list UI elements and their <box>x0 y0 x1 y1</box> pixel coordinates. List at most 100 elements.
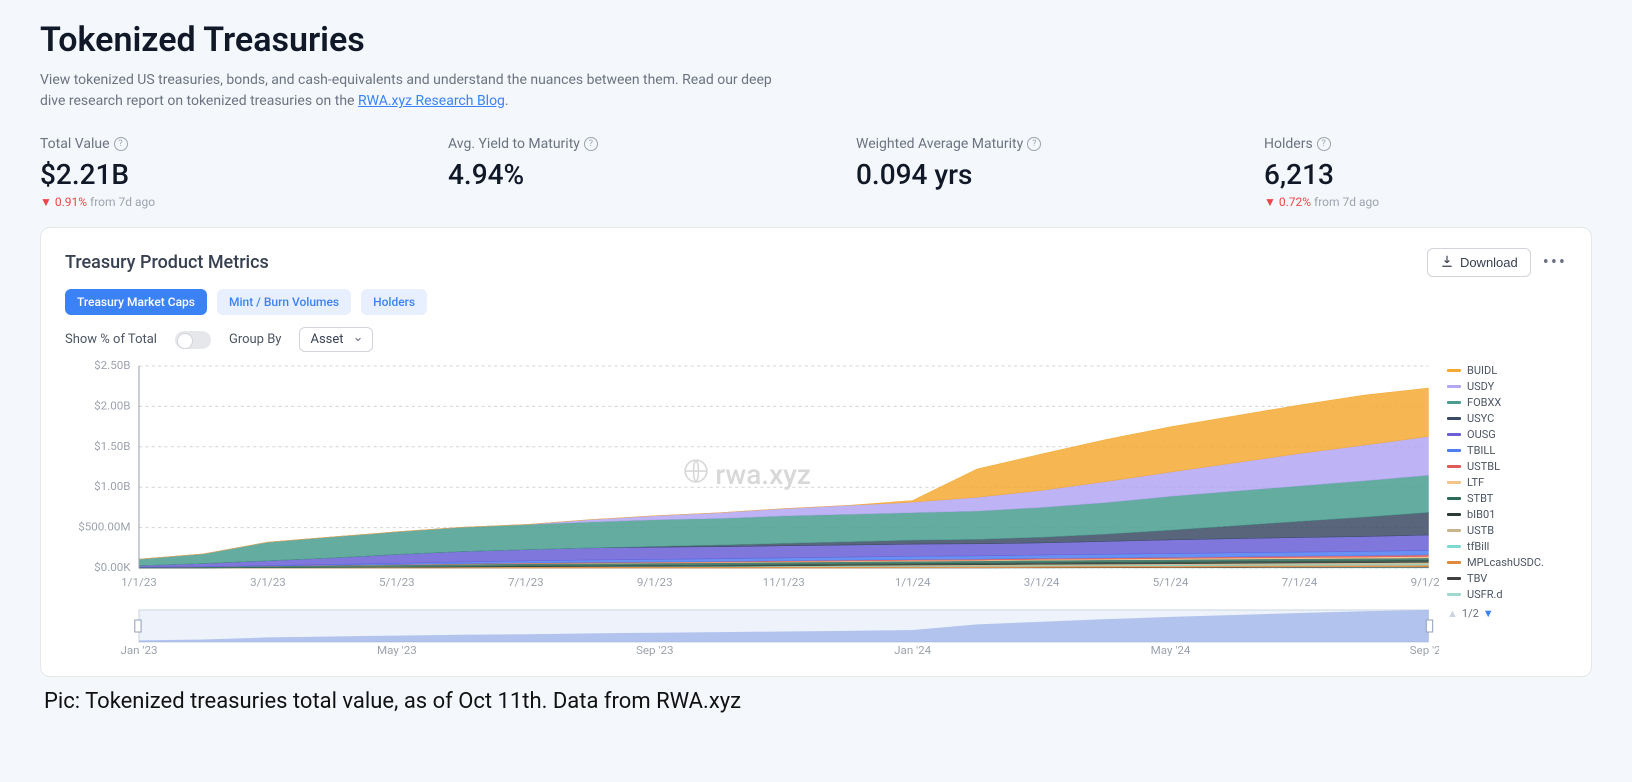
legend-swatch <box>1447 385 1461 388</box>
info-icon[interactable]: ? <box>584 137 598 151</box>
download-icon <box>1440 254 1454 271</box>
tab-0[interactable]: Treasury Market Caps <box>65 289 207 315</box>
legend-item[interactable]: LTF <box>1447 476 1567 489</box>
legend-item[interactable]: tfBill <box>1447 540 1567 553</box>
legend-label: STBT <box>1467 492 1493 505</box>
research-blog-link[interactable]: RWA.xyz Research Blog <box>358 93 505 109</box>
chart-controls: Show % of Total Group By Asset <box>65 327 1567 352</box>
legend-label: tfBill <box>1467 540 1489 553</box>
legend-swatch <box>1447 369 1461 372</box>
metric-value: $2.21B <box>40 158 368 191</box>
image-caption: Pic: Tokenized treasuries total value, a… <box>40 689 1592 714</box>
svg-text:11/1/23: 11/1/23 <box>763 576 805 589</box>
legend-swatch <box>1447 577 1461 580</box>
svg-text:1/1/23: 1/1/23 <box>121 576 157 589</box>
svg-text:9/1/24: 9/1/24 <box>1411 576 1439 589</box>
legend-label: USTBL <box>1467 460 1500 473</box>
legend-label: USFR.d <box>1467 588 1503 601</box>
svg-text:Jan '23: Jan '23 <box>120 644 157 656</box>
page-subtitle: View tokenized US treasuries, bonds, and… <box>40 70 780 112</box>
metric-1: Avg. Yield to Maturity ? 4.94% <box>448 136 776 209</box>
legend-label: USDY <box>1467 380 1494 393</box>
metric-label: Total Value ? <box>40 136 368 152</box>
legend-label: FOBXX <box>1467 396 1501 409</box>
legend-item[interactable]: USTBL <box>1447 460 1567 473</box>
more-menu-button[interactable]: ••• <box>1543 252 1567 273</box>
svg-text:$0.00K: $0.00K <box>94 561 131 574</box>
globe-icon <box>683 458 709 491</box>
legend-label: MPLcashUSDC. <box>1467 556 1544 569</box>
legend-label: OUSG <box>1467 428 1496 441</box>
svg-text:$1.50B: $1.50B <box>94 440 130 453</box>
legend-label: TBILL <box>1467 444 1495 457</box>
chart-watermark: rwa.xyz <box>683 458 811 491</box>
groupby-select[interactable]: Asset <box>299 327 372 352</box>
legend-swatch <box>1447 433 1461 436</box>
metrics-card: Treasury Product Metrics Download ••• Tr… <box>40 227 1592 677</box>
legend-item[interactable]: FOBXX <box>1447 396 1567 409</box>
tab-1[interactable]: Mint / Burn Volumes <box>217 289 351 315</box>
legend-item[interactable]: USDY <box>1447 380 1567 393</box>
svg-text:May '23: May '23 <box>377 644 417 656</box>
svg-text:9/1/23: 9/1/23 <box>637 576 673 589</box>
legend-item[interactable]: USFR.d <box>1447 588 1567 601</box>
svg-text:Sep '23: Sep '23 <box>636 644 674 656</box>
legend-item[interactable]: STBT <box>1447 492 1567 505</box>
metric-value: 4.94% <box>448 158 776 191</box>
info-icon[interactable]: ? <box>1027 137 1041 151</box>
metric-change: ▼ 0.72% from 7d ago <box>1264 195 1592 209</box>
metric-label: Holders ? <box>1264 136 1592 152</box>
legend-label: USTB <box>1467 524 1494 537</box>
legend-label: bIB01 <box>1467 508 1495 521</box>
legend-item[interactable]: TBV <box>1447 572 1567 585</box>
svg-text:$1.00B: $1.00B <box>94 480 130 493</box>
legend-item[interactable]: BUIDL <box>1447 364 1567 377</box>
legend-label: TBV <box>1467 572 1487 585</box>
subtitle-post: . <box>505 93 509 109</box>
metric-3: Holders ? 6,213 ▼ 0.72% from 7d ago <box>1264 136 1592 209</box>
metrics-row: Total Value ? $2.21B ▼ 0.91% from 7d ago… <box>40 136 1592 209</box>
legend-swatch <box>1447 497 1461 500</box>
show-pct-label: Show % of Total <box>65 332 157 347</box>
legend-swatch <box>1447 401 1461 404</box>
metric-change: ▼ 0.91% from 7d ago <box>40 195 368 209</box>
chart-container: $0.00K$500.00M$1.00B$1.50B$2.00B$2.50B1/… <box>65 360 1439 594</box>
download-label: Download <box>1460 255 1518 270</box>
svg-text:$2.00B: $2.00B <box>94 400 130 413</box>
legend-pager[interactable]: ▲ 1/2 ▼ <box>1447 607 1567 620</box>
legend-swatch <box>1447 561 1461 564</box>
legend-swatch <box>1447 529 1461 532</box>
chart-legend: BUIDL USDY FOBXX USYC OUSG TBILL USTBL LTF STBT b… <box>1447 360 1567 660</box>
svg-text:7/1/24: 7/1/24 <box>1282 576 1318 589</box>
show-pct-toggle[interactable] <box>175 331 211 349</box>
legend-item[interactable]: bIB01 <box>1447 508 1567 521</box>
legend-item[interactable]: TBILL <box>1447 444 1567 457</box>
svg-text:5/1/24: 5/1/24 <box>1153 576 1189 589</box>
svg-text:5/1/23: 5/1/23 <box>379 576 415 589</box>
svg-text:$500.00M: $500.00M <box>78 521 130 534</box>
metric-label: Weighted Average Maturity ? <box>856 136 1184 152</box>
svg-text:3/1/23: 3/1/23 <box>250 576 286 589</box>
svg-text:May '24: May '24 <box>1151 644 1191 656</box>
legend-item[interactable]: USTB <box>1447 524 1567 537</box>
legend-swatch <box>1447 513 1461 516</box>
metric-2: Weighted Average Maturity ? 0.094 yrs <box>856 136 1184 209</box>
legend-item[interactable]: USYC <box>1447 412 1567 425</box>
info-icon[interactable]: ? <box>1317 137 1331 151</box>
svg-text:7/1/23: 7/1/23 <box>508 576 544 589</box>
legend-item[interactable]: OUSG <box>1447 428 1567 441</box>
svg-text:Jan '24: Jan '24 <box>894 644 932 656</box>
legend-swatch <box>1447 465 1461 468</box>
tab-2[interactable]: Holders <box>361 289 427 315</box>
range-selector[interactable]: Jan '23May '23Sep '23Jan '24May '24Sep '… <box>65 608 1439 660</box>
card-title: Treasury Product Metrics <box>65 252 269 273</box>
metric-value: 6,213 <box>1264 158 1592 191</box>
groupby-label: Group By <box>229 332 282 347</box>
legend-label: LTF <box>1467 476 1484 489</box>
info-icon[interactable]: ? <box>114 137 128 151</box>
legend-item[interactable]: MPLcashUSDC. <box>1447 556 1567 569</box>
metric-0: Total Value ? $2.21B ▼ 0.91% from 7d ago <box>40 136 368 209</box>
svg-text:3/1/24: 3/1/24 <box>1024 576 1060 589</box>
download-button[interactable]: Download <box>1427 248 1531 277</box>
metric-label: Avg. Yield to Maturity ? <box>448 136 776 152</box>
